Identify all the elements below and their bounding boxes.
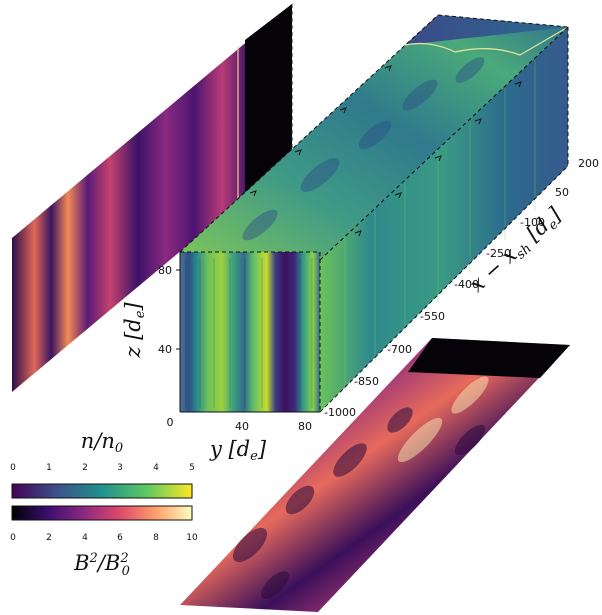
svg-text:2: 2 (82, 463, 88, 473)
density-colorbar-gradient (11, 483, 193, 499)
x-tick-neg100: -100 (520, 216, 545, 229)
density-colorbar: n/n0 0 1 2 3 4 5 (10, 429, 195, 499)
svg-text:8: 8 (153, 533, 159, 543)
svg-text:0: 0 (10, 533, 16, 543)
svg-text:2: 2 (46, 533, 52, 543)
y-tick-40: 40 (235, 420, 249, 433)
x-tick-neg1000: -1000 (324, 406, 356, 419)
x-tick-200: 200 (578, 157, 599, 170)
svg-text:6: 6 (117, 533, 123, 543)
x-tick-neg700: -700 (387, 343, 412, 356)
bottom-magnetic-slice (180, 338, 570, 612)
cube-top-face (180, 15, 568, 260)
svg-text:4: 4 (82, 533, 88, 543)
svg-text:1: 1 (46, 463, 52, 473)
x-tick-neg250: -250 (486, 247, 511, 260)
cube-side-face (320, 27, 568, 412)
magnetic-colorbar-label: B2/B2 0 (73, 551, 130, 579)
z-tick-80: 80 (158, 264, 172, 277)
magnetic-colorbar-gradient (11, 505, 193, 521)
svg-text:4: 4 (153, 463, 159, 473)
y-axis: 0 40 80 y [de] (167, 411, 320, 464)
z-axis: 80 40 z [de] (121, 252, 181, 412)
x-tick-50: 50 (555, 186, 569, 199)
x-tick-neg850: -850 (354, 375, 379, 388)
x-tick-neg400: -400 (454, 278, 479, 291)
svg-text:3: 3 (117, 463, 123, 473)
z-axis-label: z [de] (121, 302, 148, 359)
svg-text:10: 10 (186, 533, 198, 543)
svg-text:0: 0 (10, 463, 16, 473)
cube-front-face (180, 252, 320, 412)
y-axis-label: y [de] (209, 437, 267, 464)
left-magnetic-slice (12, 4, 293, 392)
density-cube (179, 14, 569, 413)
y-tick-0: 0 (167, 416, 174, 429)
density-colorbar-label: n/n0 (81, 429, 123, 456)
z-tick-40: 40 (158, 343, 172, 356)
svg-text:5: 5 (189, 463, 195, 473)
x-tick-neg550: -550 (420, 310, 445, 323)
y-tick-80: 80 (298, 420, 312, 433)
magnetic-colorbar: 0 2 4 6 8 10 B2/B2 0 (10, 505, 198, 579)
